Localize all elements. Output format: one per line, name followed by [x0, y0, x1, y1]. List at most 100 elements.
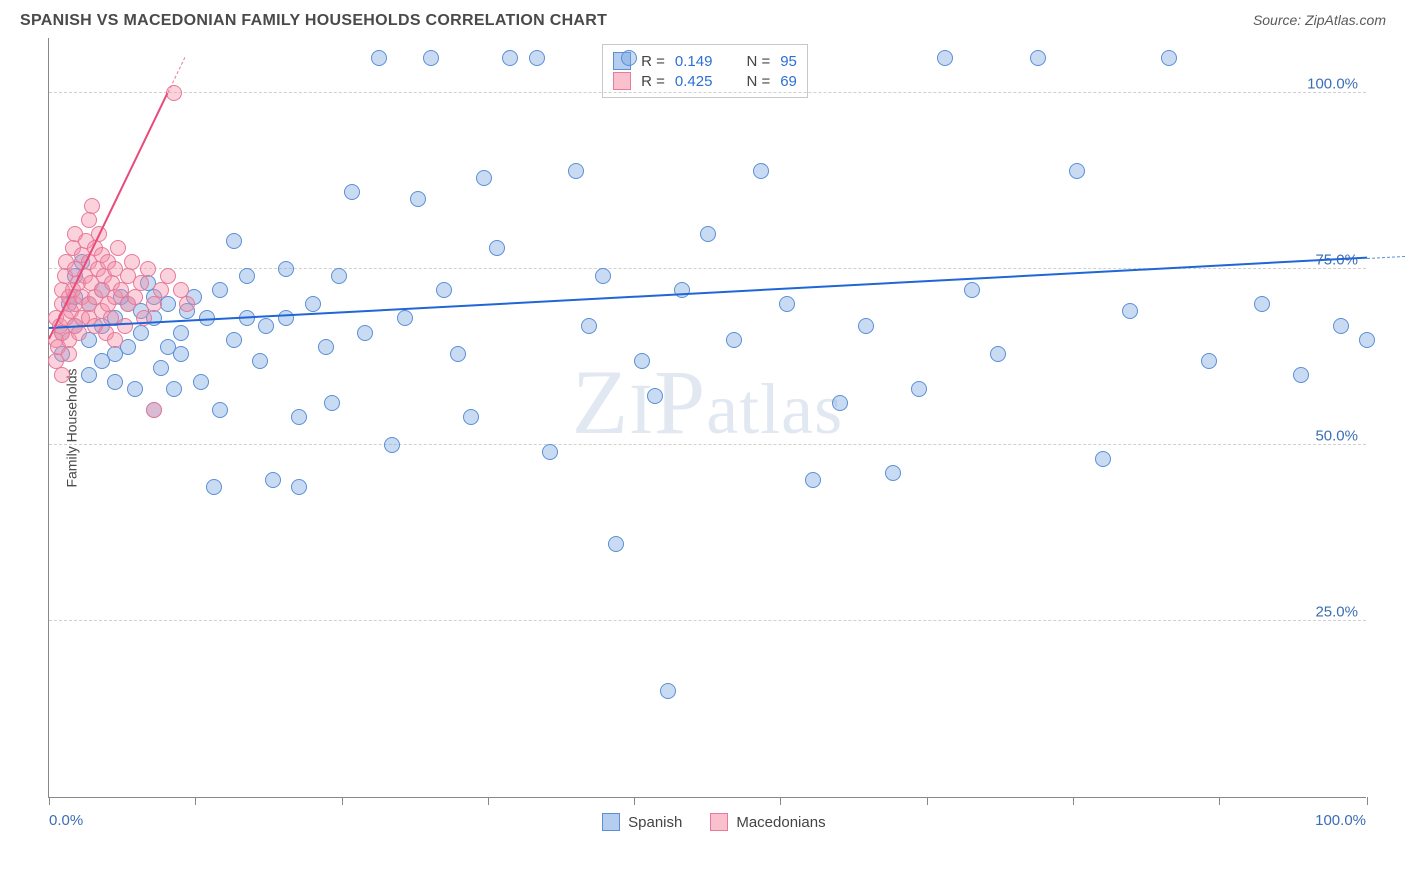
data-point — [450, 346, 466, 362]
data-point — [397, 310, 413, 326]
data-point — [166, 381, 182, 397]
x-tick — [1367, 797, 1368, 805]
gridline — [49, 620, 1366, 621]
legend-label: Macedonians — [736, 814, 825, 831]
data-point — [305, 296, 321, 312]
legend-item: Spanish — [602, 813, 682, 831]
data-point — [436, 282, 452, 298]
data-point — [423, 50, 439, 66]
data-point — [278, 261, 294, 277]
legend-row: R =0.425N =69 — [613, 72, 797, 90]
data-point — [324, 395, 340, 411]
data-point — [502, 50, 518, 66]
data-point — [331, 268, 347, 284]
data-point — [1030, 50, 1046, 66]
data-point — [258, 318, 274, 334]
data-point — [476, 170, 492, 186]
data-point — [384, 437, 400, 453]
data-point — [133, 275, 149, 291]
x-tick — [49, 797, 50, 805]
data-point — [1254, 296, 1270, 312]
data-point — [1122, 303, 1138, 319]
data-point — [107, 332, 123, 348]
plot-region: ZIPatlas R =0.149N =95R =0.425N =69 0.0%… — [48, 38, 1366, 798]
data-point — [634, 353, 650, 369]
data-point — [542, 444, 558, 460]
data-point — [1359, 332, 1375, 348]
data-point — [54, 367, 70, 383]
data-point — [146, 296, 162, 312]
data-point — [226, 332, 242, 348]
data-point — [964, 282, 980, 298]
x-axis-min-label: 0.0% — [49, 812, 83, 829]
x-axis-max-label: 100.0% — [1315, 812, 1366, 829]
x-tick — [195, 797, 196, 805]
data-point — [726, 332, 742, 348]
data-point — [410, 191, 426, 207]
data-point — [146, 402, 162, 418]
legend-n-value: 69 — [780, 73, 797, 90]
data-point — [357, 325, 373, 341]
data-point — [278, 310, 294, 326]
data-point — [608, 536, 624, 552]
chart-header: SPANISH VS MACEDONIAN FAMILY HOUSEHOLDS … — [0, 0, 1406, 38]
legend-n-label: N = — [746, 73, 770, 90]
gridline — [49, 444, 1366, 445]
data-point — [173, 325, 189, 341]
data-point — [84, 198, 100, 214]
data-point — [1201, 353, 1217, 369]
data-point — [124, 254, 140, 270]
data-point — [463, 409, 479, 425]
data-point — [107, 374, 123, 390]
data-point — [239, 268, 255, 284]
data-point — [81, 212, 97, 228]
chart-source: Source: ZipAtlas.com — [1253, 12, 1386, 28]
data-point — [660, 683, 676, 699]
data-point — [193, 374, 209, 390]
x-tick — [927, 797, 928, 805]
data-point — [212, 402, 228, 418]
data-point — [226, 233, 242, 249]
legend-n-label: N = — [746, 53, 770, 70]
data-point — [911, 381, 927, 397]
x-tick — [1219, 797, 1220, 805]
chart-title: SPANISH VS MACEDONIAN FAMILY HOUSEHOLDS … — [20, 12, 607, 30]
data-point — [173, 346, 189, 362]
legend-swatch — [613, 72, 631, 90]
data-point — [140, 261, 156, 277]
data-point — [489, 240, 505, 256]
legend-r-value: 0.425 — [675, 73, 713, 90]
legend-r-label: R = — [641, 53, 665, 70]
data-point — [110, 240, 126, 256]
data-point — [1333, 318, 1349, 334]
y-tick-label: 100.0% — [1307, 76, 1358, 93]
legend-swatch — [710, 813, 728, 831]
legend-row: R =0.149N =95 — [613, 52, 797, 70]
data-point — [529, 50, 545, 66]
series-legend: Spanish Macedonians — [602, 813, 825, 831]
x-tick — [1073, 797, 1074, 805]
data-point — [265, 472, 281, 488]
data-point — [885, 465, 901, 481]
data-point — [595, 268, 611, 284]
data-point — [81, 367, 97, 383]
data-point — [779, 296, 795, 312]
data-point — [621, 50, 637, 66]
data-point — [160, 268, 176, 284]
data-point — [153, 282, 169, 298]
data-point — [291, 479, 307, 495]
y-tick-label: 25.0% — [1315, 604, 1358, 621]
x-tick — [634, 797, 635, 805]
data-point — [568, 163, 584, 179]
data-point — [127, 381, 143, 397]
legend-swatch — [602, 813, 620, 831]
data-point — [252, 353, 268, 369]
data-point — [832, 395, 848, 411]
data-point — [805, 472, 821, 488]
data-point — [127, 289, 143, 305]
chart-area: Family Households ZIPatlas R =0.149N =95… — [20, 38, 1386, 818]
data-point — [179, 296, 195, 312]
data-point — [206, 479, 222, 495]
data-point — [858, 318, 874, 334]
x-tick — [780, 797, 781, 805]
